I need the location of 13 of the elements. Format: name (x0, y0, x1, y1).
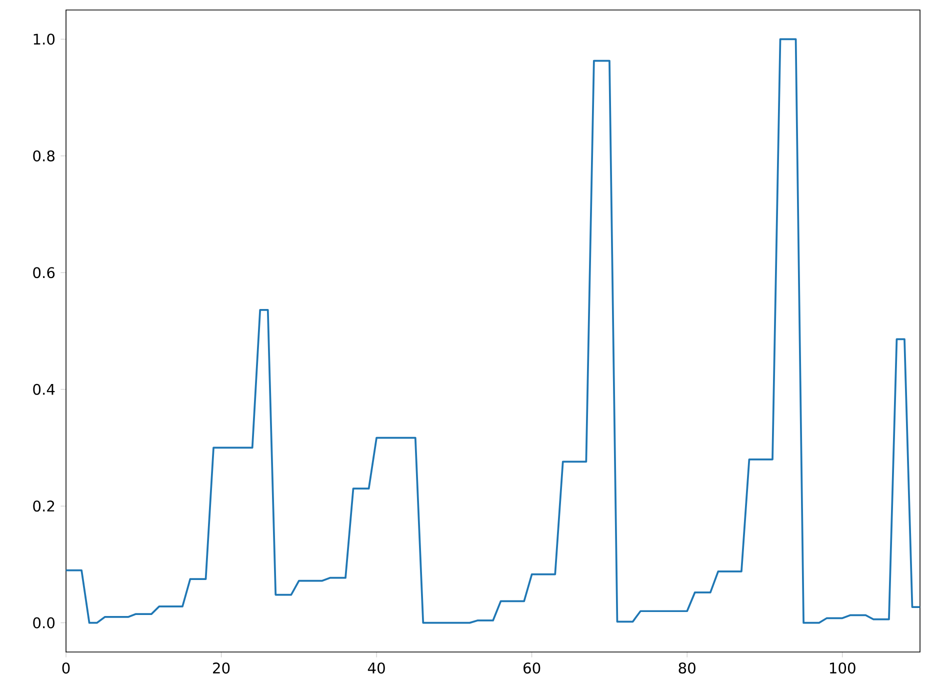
x-tick-label: 20 (213, 662, 230, 674)
x-tick-label: 80 (678, 662, 696, 674)
x-tick-label: 40 (368, 662, 385, 674)
y-tick-label: 0.4 (33, 384, 55, 395)
y-tick-label: 0.0 (33, 617, 55, 628)
x-tick-label: 0 (62, 662, 70, 674)
y-tick-label: 0.2 (33, 500, 54, 512)
line-series (66, 38, 920, 624)
y-tick-label: 1.0 (34, 34, 55, 45)
y-tick-label: 0.8 (33, 150, 55, 162)
y-tick-label: 0.6 (33, 267, 55, 278)
x-tick-label: 100 (830, 662, 856, 674)
x-tick-label: 60 (524, 662, 540, 674)
